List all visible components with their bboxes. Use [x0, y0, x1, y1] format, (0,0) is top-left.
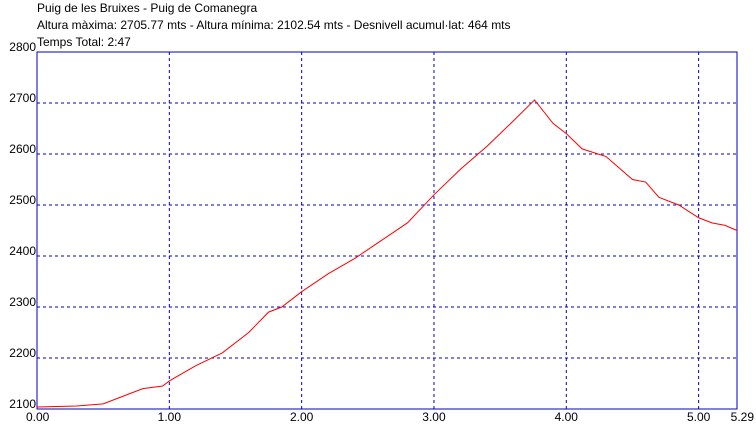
- total-time: Temps Total: 2:47: [37, 35, 131, 49]
- elevation-line: [36, 99, 738, 408]
- chart-subtitle: Altura màxima: 2705.77 mts - Altura míni…: [37, 18, 511, 32]
- y-tick-label: 2500: [9, 193, 36, 207]
- x-tick-label: 4.00: [555, 410, 579, 424]
- y-tick-label: 2600: [9, 142, 36, 156]
- x-tick-label: 5.29: [731, 410, 755, 424]
- x-tick-label: 1.00: [158, 410, 182, 424]
- chart-title: Puig de les Bruixes - Puig de Comanegra: [37, 1, 257, 15]
- y-tick-label: 2400: [9, 244, 36, 258]
- y-tick-label: 2800: [9, 40, 36, 54]
- x-tick-label: 5.00: [687, 410, 711, 424]
- plot-area: [36, 51, 738, 410]
- x-tick-label: 3.00: [422, 410, 446, 424]
- y-tick-label: 2300: [9, 295, 36, 309]
- y-tick-label: 2700: [9, 91, 36, 105]
- y-tick-label: 2200: [9, 346, 36, 360]
- y-tick-label: 2100: [9, 397, 36, 411]
- x-tick-label: 0.00: [26, 410, 50, 424]
- x-tick-label: 2.00: [290, 410, 314, 424]
